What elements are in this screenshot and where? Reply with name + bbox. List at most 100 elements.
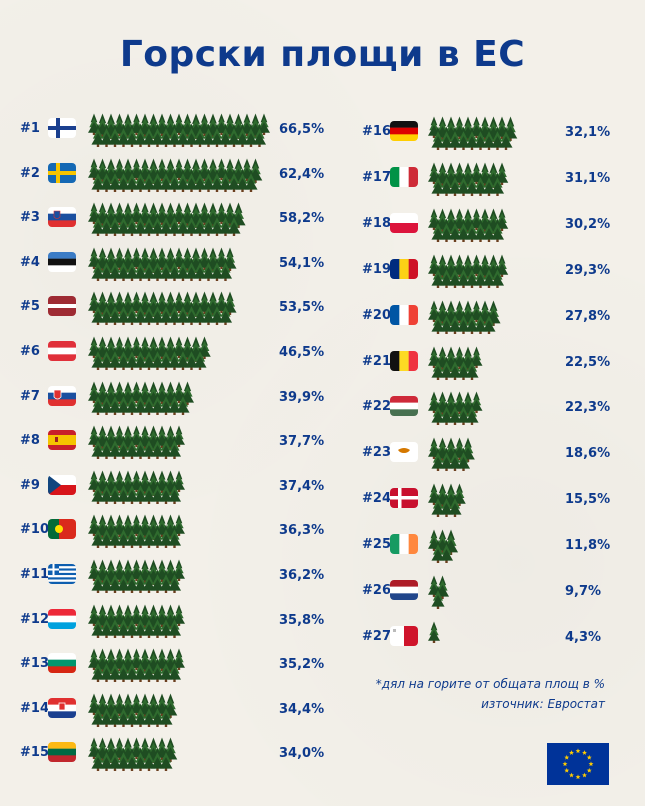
value-label: 36,3% — [279, 523, 325, 539]
tree-bar — [88, 336, 211, 370]
rank-label: #24 — [362, 491, 391, 507]
malta-flag-icon — [390, 625, 418, 646]
netherlands-flag-icon — [390, 580, 418, 600]
tree-bar — [88, 604, 185, 638]
value-label: 35,2% — [279, 657, 325, 673]
value-label: 4,3% — [565, 629, 602, 645]
tree-bar — [88, 381, 195, 415]
value-label: 29,3% — [565, 262, 611, 278]
rank-label: #11 — [20, 567, 49, 582]
finland-flag-icon — [48, 118, 76, 138]
tree-bar — [88, 247, 237, 281]
chart-row: #25 11,8% — [0, 529, 645, 565]
chart-row: #15 34,0% — [0, 737, 645, 773]
value-label: 62,4% — [279, 166, 325, 182]
lithuania-flag-icon — [48, 742, 76, 763]
chart-row: #17 31,1% — [0, 162, 645, 198]
eu-flag-icon — [547, 743, 609, 785]
latvia-flag-icon — [48, 296, 76, 317]
poland-flag-icon — [390, 212, 418, 233]
chart-row: #6 46,5% — [0, 336, 645, 372]
note-definition: *дял на горите от общата площ в % — [375, 677, 605, 691]
croatia-flag-icon — [48, 697, 76, 718]
value-label: 37,4% — [279, 478, 325, 494]
chart-row: #18 30,2% — [0, 208, 645, 244]
tree-bar — [428, 208, 509, 242]
rank-label: #4 — [20, 254, 40, 270]
value-label: 46,5% — [279, 345, 325, 360]
luxembourg-flag-icon — [48, 608, 76, 629]
value-label: 54,1% — [279, 255, 325, 271]
tree-bar — [88, 291, 237, 326]
page-title: Горски площи в ЕС — [119, 34, 526, 75]
tree-bar — [428, 116, 518, 150]
value-label: 35,8% — [279, 612, 325, 628]
value-label: 39,9% — [279, 389, 325, 405]
tree-bar — [428, 437, 475, 472]
rank-label: #6 — [20, 344, 40, 359]
romania-flag-icon — [390, 258, 418, 279]
germany-flag-icon — [390, 121, 418, 141]
rank-label: #25 — [362, 537, 391, 553]
chart-row: #3 58,2% — [0, 202, 645, 238]
tree-bar — [88, 648, 185, 683]
rank-label: #12 — [20, 611, 49, 627]
rank-label: #13 — [20, 656, 49, 672]
chart-row: #22 22,3% — [0, 391, 645, 427]
value-label: 11,8% — [565, 538, 611, 554]
value-label: 32,1% — [565, 125, 611, 140]
rank-label: #10 — [20, 522, 49, 538]
chart-row: #7 39,9% — [0, 381, 645, 417]
belgium-flag-icon — [390, 350, 418, 371]
value-label: 37,7% — [279, 434, 325, 450]
rank-label: #21 — [362, 353, 391, 369]
value-label: 15,5% — [565, 492, 611, 508]
tree-bar — [88, 158, 263, 192]
tree-bar — [88, 559, 185, 593]
portugal-flag-icon — [48, 519, 76, 540]
rank-label: #17 — [362, 169, 391, 185]
rank-label: #26 — [362, 583, 391, 598]
rank-label: #20 — [362, 307, 391, 323]
chart-row: #8 37,7% — [0, 425, 645, 461]
tree-bar — [428, 345, 483, 380]
spain-flag-icon — [48, 430, 76, 451]
czechia-flag-icon — [48, 474, 76, 495]
austria-flag-icon — [48, 341, 76, 361]
chart-row: #16 32,1% — [0, 116, 645, 152]
value-label: 9,7% — [565, 584, 602, 599]
rank-label: #22 — [362, 399, 391, 415]
rank-label: #9 — [20, 477, 40, 493]
chart-row: #23 18,6% — [0, 437, 645, 473]
rank-label: #23 — [362, 445, 391, 461]
denmark-flag-icon — [390, 488, 418, 509]
rank-label: #7 — [20, 388, 40, 404]
ireland-flag-icon — [390, 534, 418, 555]
value-label: 66,5% — [279, 122, 325, 137]
tree-bar — [88, 202, 246, 237]
tree-bar — [428, 254, 509, 288]
chart-row: #21 22,5% — [0, 345, 645, 382]
rank-label: #2 — [20, 165, 40, 181]
estonia-flag-icon — [48, 251, 76, 272]
chart-row: #26 9,7% — [0, 575, 645, 611]
chart-row: #27 4,3% — [0, 621, 645, 657]
bulgaria-flag-icon — [48, 653, 76, 674]
chart-row: #11 36,2% — [0, 559, 645, 595]
chart-row: #5 53,5% — [0, 291, 645, 327]
rank-label: #5 — [20, 299, 40, 315]
chart-row: #20 27,8% — [0, 300, 645, 336]
chart-row: #9 37,4% — [0, 470, 645, 506]
cyprus-flag-icon — [390, 442, 418, 463]
value-label: 27,8% — [565, 308, 611, 324]
value-label: 58,2% — [279, 211, 325, 227]
france-flag-icon — [390, 304, 418, 325]
rank-label: #3 — [20, 210, 40, 226]
chart-row: #10 36,3% — [0, 514, 645, 550]
chart-row: #24 15,5% — [0, 483, 645, 519]
value-label: 31,1% — [565, 170, 611, 186]
chart-row: #12 35,8% — [0, 604, 645, 640]
value-label: 34,4% — [279, 701, 325, 717]
chart-row: #13 35,2% — [0, 648, 645, 684]
chart-row: #14 34,4% — [0, 693, 645, 729]
